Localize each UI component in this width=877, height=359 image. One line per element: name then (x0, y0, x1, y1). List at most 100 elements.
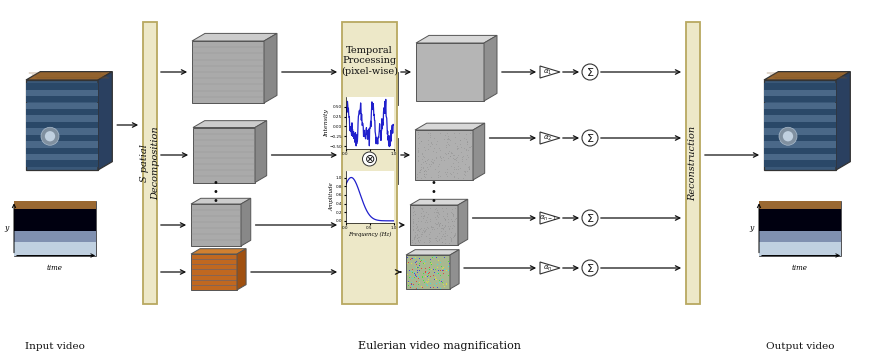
Point (438, 215, 452, 220)
Point (438, 142, 453, 148)
Point (431, 207, 445, 213)
Point (434, 157, 448, 163)
Point (403, 280, 417, 285)
Point (414, 164, 428, 170)
FancyBboxPatch shape (342, 22, 397, 304)
Point (401, 283, 415, 288)
Point (444, 149, 458, 155)
Point (436, 267, 450, 273)
Point (406, 281, 420, 287)
Point (401, 279, 415, 285)
Point (417, 171, 431, 177)
Point (412, 262, 426, 268)
Point (433, 263, 447, 269)
Polygon shape (191, 249, 246, 254)
Point (427, 135, 441, 141)
Point (438, 169, 453, 175)
Point (411, 272, 425, 278)
Point (430, 212, 444, 218)
Point (442, 136, 456, 141)
Point (453, 149, 467, 155)
Polygon shape (264, 33, 277, 103)
Point (404, 268, 418, 274)
Point (440, 220, 454, 225)
Point (451, 163, 465, 168)
Point (408, 271, 422, 277)
Point (422, 264, 436, 270)
Point (436, 225, 450, 231)
Point (421, 276, 435, 282)
Point (411, 148, 425, 154)
Point (424, 226, 438, 232)
Point (438, 132, 453, 137)
Point (417, 144, 431, 149)
Text: $\alpha_n$: $\alpha_n$ (544, 264, 553, 273)
Point (431, 223, 446, 229)
Point (418, 147, 432, 153)
Point (453, 137, 467, 143)
Point (413, 169, 427, 174)
Point (437, 255, 451, 260)
Point (417, 153, 431, 159)
Point (409, 225, 423, 231)
Point (411, 237, 425, 243)
Point (446, 213, 460, 219)
Point (417, 168, 431, 174)
Point (447, 157, 461, 162)
Point (416, 215, 430, 221)
Point (412, 275, 426, 280)
Point (457, 168, 471, 174)
Point (444, 163, 458, 169)
Polygon shape (255, 121, 267, 182)
Point (426, 272, 440, 278)
Point (437, 136, 451, 141)
Point (450, 145, 464, 151)
Point (460, 140, 474, 145)
Point (418, 174, 432, 180)
Polygon shape (410, 199, 467, 205)
Point (424, 161, 438, 167)
Polygon shape (14, 200, 96, 256)
Point (447, 164, 461, 169)
Point (459, 157, 473, 162)
Text: Reconstruction: Reconstruction (688, 125, 697, 201)
Point (417, 239, 431, 245)
FancyBboxPatch shape (143, 22, 157, 304)
Point (438, 267, 453, 273)
Point (410, 264, 424, 270)
Point (431, 163, 445, 169)
Point (438, 228, 452, 234)
Point (430, 209, 444, 215)
Point (431, 214, 445, 220)
Polygon shape (764, 154, 836, 160)
Point (446, 152, 460, 158)
Point (411, 227, 425, 232)
Point (411, 149, 425, 155)
Point (451, 170, 465, 176)
Circle shape (45, 131, 55, 141)
Point (417, 225, 431, 231)
Point (431, 169, 445, 175)
Point (461, 147, 475, 153)
Point (440, 136, 454, 142)
Circle shape (783, 131, 793, 141)
Point (425, 160, 439, 166)
Point (436, 231, 450, 237)
Polygon shape (26, 160, 98, 167)
Point (417, 173, 431, 178)
Point (463, 130, 477, 136)
Point (417, 260, 431, 266)
Text: time: time (47, 264, 63, 271)
Point (402, 267, 416, 272)
Point (444, 171, 458, 177)
Point (411, 227, 425, 233)
Point (432, 147, 446, 153)
Point (430, 270, 444, 276)
Point (460, 138, 474, 144)
Point (436, 264, 450, 270)
Point (446, 234, 460, 240)
Point (458, 169, 472, 175)
Point (400, 271, 414, 277)
Point (412, 169, 426, 175)
Point (426, 149, 440, 154)
